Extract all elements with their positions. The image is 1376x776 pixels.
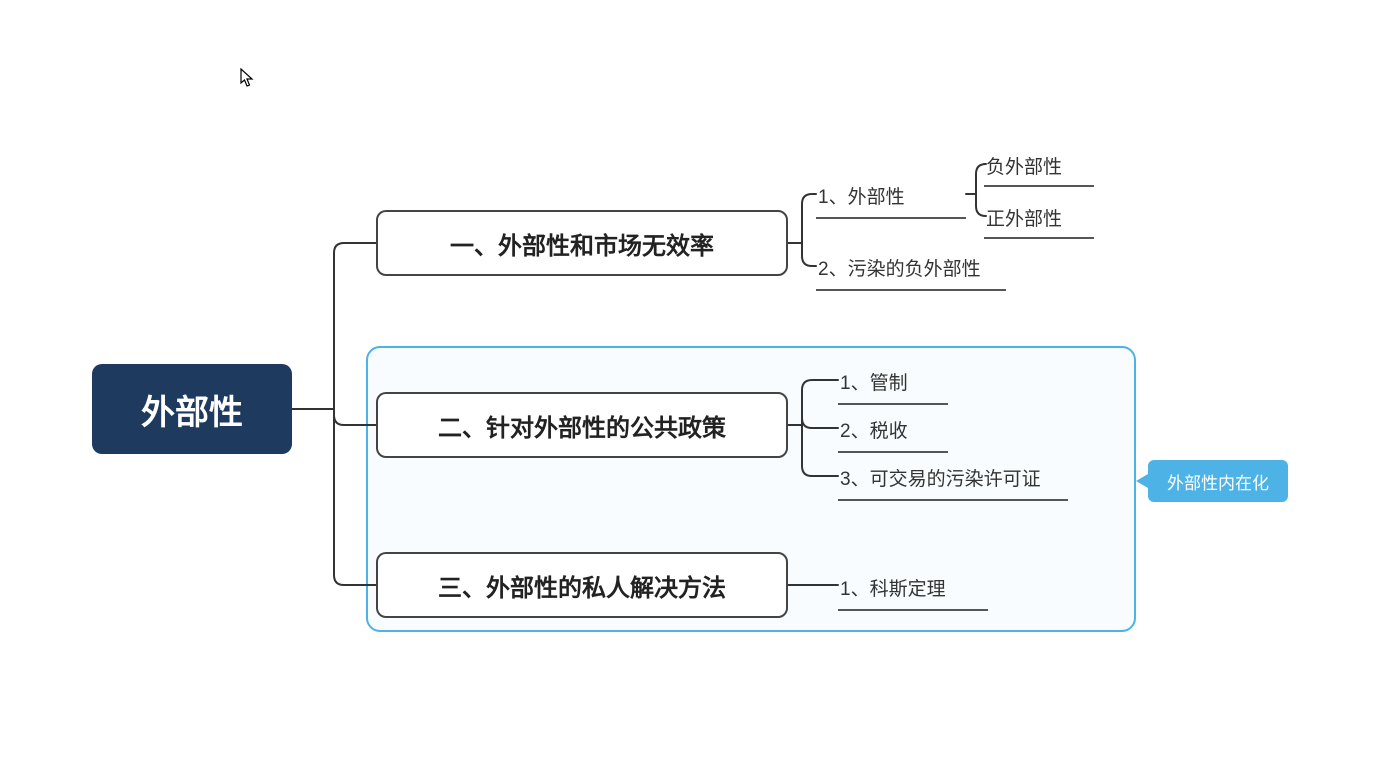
item-1-2[interactable]: 2、污染的负外部性	[816, 248, 1006, 291]
annotation-callout[interactable]: 外部性内在化	[1148, 460, 1288, 502]
item-1-1-2[interactable]: 正外部性	[984, 200, 1094, 239]
section-2[interactable]: 二、针对外部性的公共政策	[376, 392, 788, 458]
section-3[interactable]: 三、外部性的私人解决方法	[376, 552, 788, 618]
item-2-3[interactable]: 3、可交易的污染许可证	[838, 458, 1068, 501]
section-1[interactable]: 一、外部性和市场无效率	[376, 210, 788, 276]
item-2-2[interactable]: 2、税收	[838, 410, 948, 453]
root-node[interactable]: 外部性	[92, 364, 292, 454]
item-2-1[interactable]: 1、管制	[838, 362, 948, 405]
item-3-1[interactable]: 1、科斯定理	[838, 568, 988, 611]
item-1-1-1[interactable]: 负外部性	[984, 148, 1094, 187]
item-1-1[interactable]: 1、外部性	[816, 176, 966, 219]
mouse-cursor-icon	[240, 68, 256, 88]
